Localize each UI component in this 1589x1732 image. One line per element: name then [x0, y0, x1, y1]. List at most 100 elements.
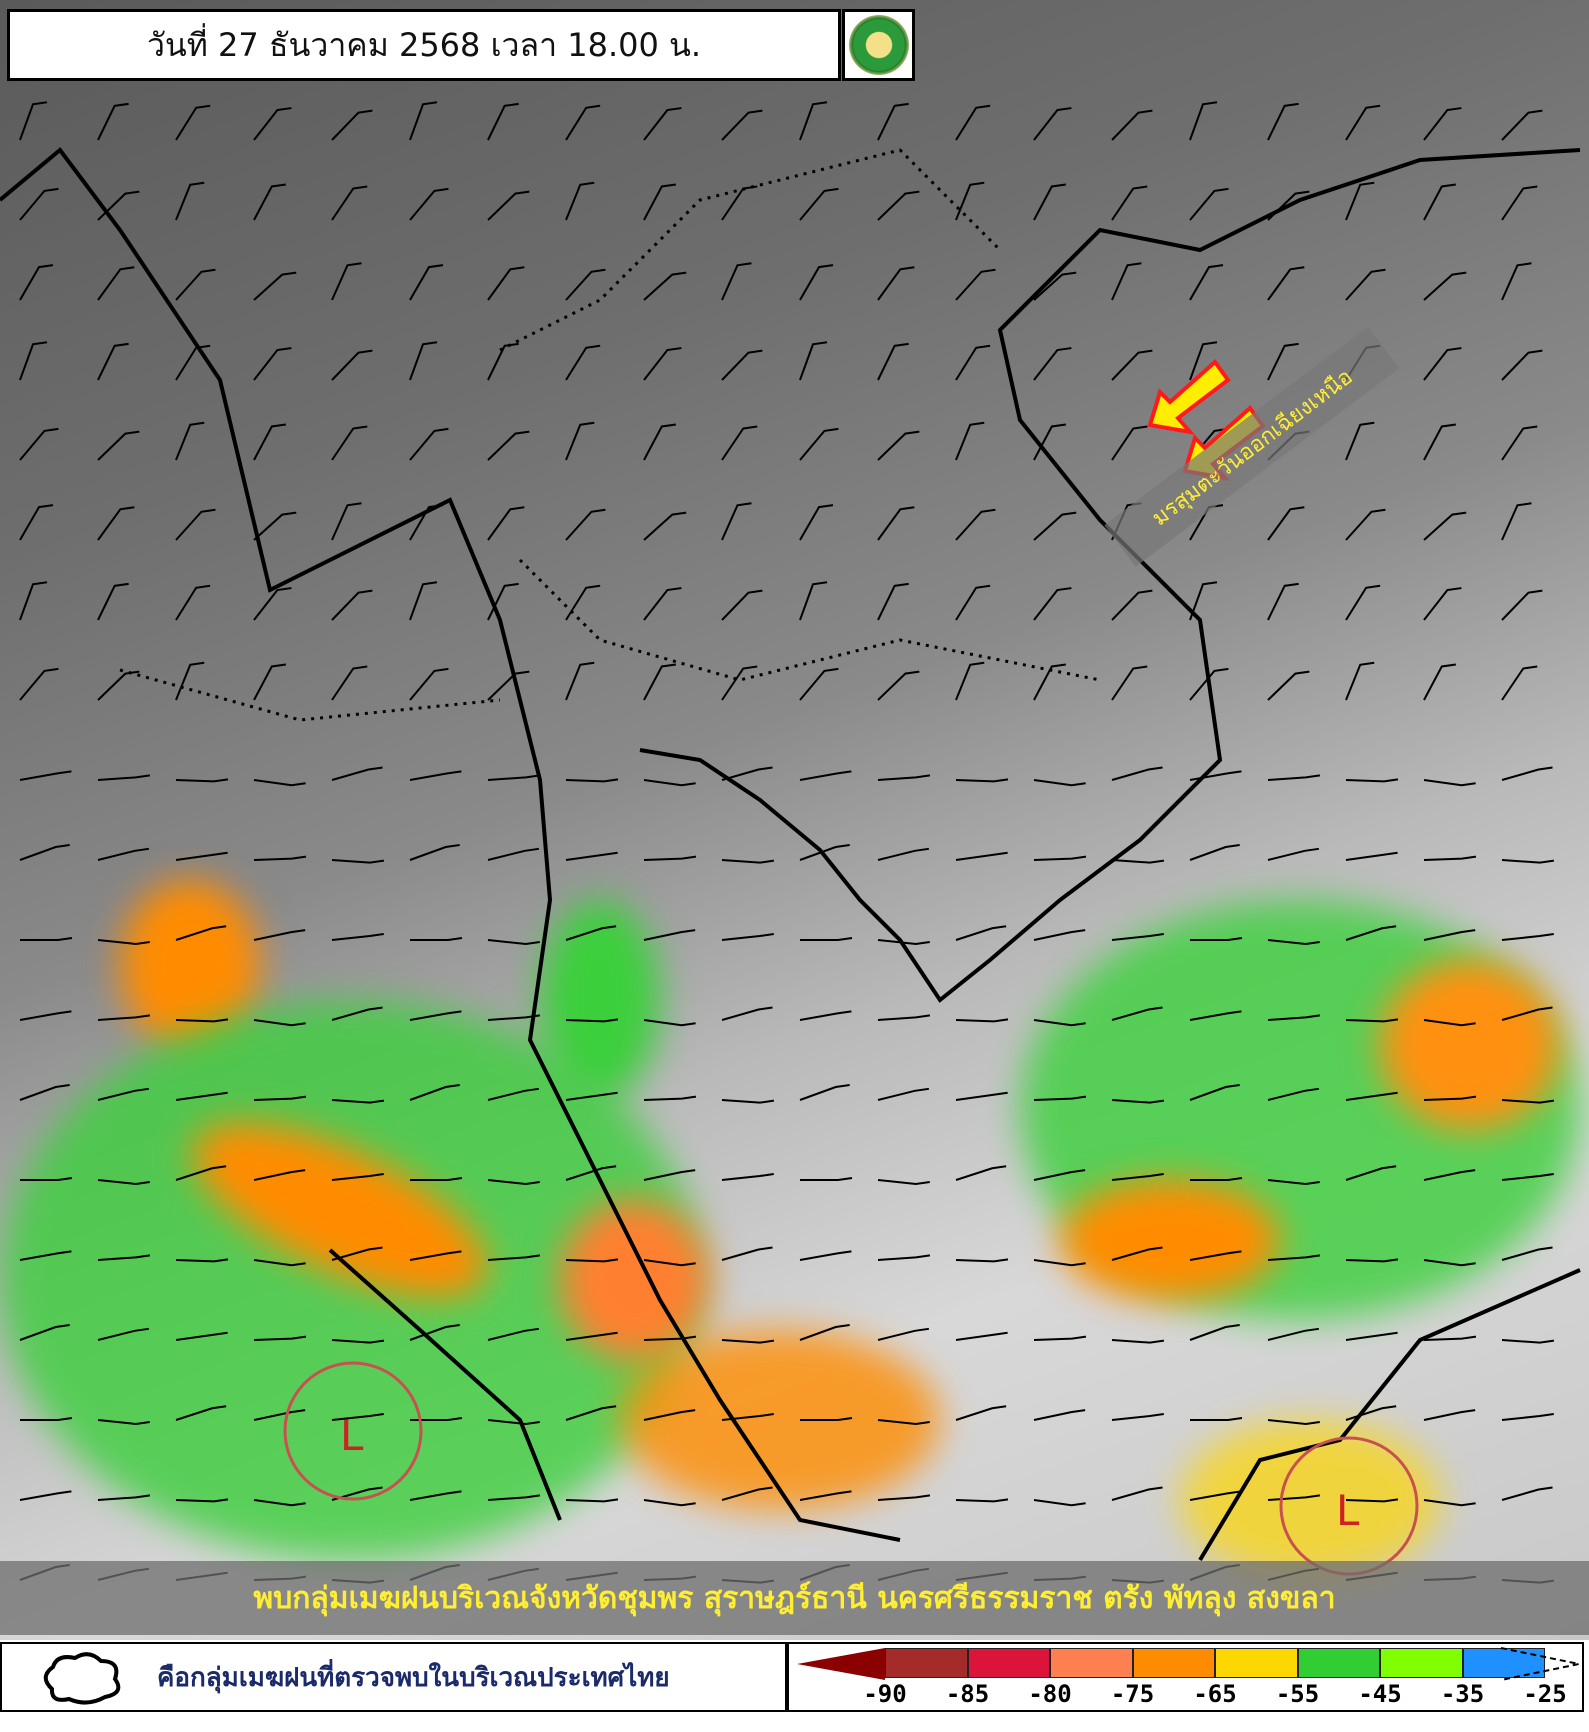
wind-barb [1423, 1095, 1477, 1101]
wind-barb [1189, 1250, 1242, 1261]
wind-barb [331, 589, 373, 621]
scale-tick-label: -75 [1110, 1680, 1155, 1708]
wind-barb [955, 421, 985, 461]
wind-barb [1267, 1254, 1321, 1261]
wind-barb [487, 670, 530, 701]
wind-barb [20, 937, 73, 941]
wind-barb [1033, 1169, 1086, 1181]
wind-barb [1111, 933, 1164, 941]
wind-barb [1033, 587, 1072, 621]
wind-barb [487, 1179, 540, 1185]
wind-barb [175, 1091, 228, 1101]
wind-barb [1111, 349, 1153, 381]
wind-barb [1033, 347, 1072, 381]
wind-barb [175, 421, 205, 461]
scale-tick-label: -90 [863, 1680, 907, 1708]
wind-barb [799, 1490, 852, 1501]
wind-barb [1423, 1409, 1476, 1421]
wind-barb [1189, 187, 1229, 221]
wind-barb [1423, 1499, 1476, 1507]
wind-barb [1501, 502, 1532, 541]
wind-barb [331, 933, 384, 941]
scale-left-arrow [797, 1648, 885, 1680]
wind-barb [877, 774, 931, 781]
wind-barb [331, 109, 373, 141]
wind-barb [97, 1419, 150, 1425]
wind-barb [955, 1091, 1008, 1101]
wind-barb [565, 851, 618, 861]
wind-barb [643, 1499, 696, 1507]
svg-text:L: L [340, 1411, 364, 1460]
scale-swatch [967, 1648, 1050, 1678]
wind-barb [19, 504, 54, 541]
wind-barb [409, 667, 449, 701]
wind-barb [331, 349, 373, 381]
wind-barb [1190, 1417, 1243, 1421]
wind-barb [721, 185, 758, 221]
wind-barb [1033, 929, 1086, 941]
wind-barb [331, 665, 368, 701]
wind-barb [721, 1246, 773, 1261]
wind-barb [721, 1339, 775, 1344]
wind-barb [955, 104, 991, 141]
wind-barb [877, 1494, 931, 1501]
wind-barb [565, 1405, 617, 1421]
cloud-cluster [560, 1200, 710, 1360]
wind-barb [409, 341, 438, 381]
wind-barb [175, 268, 216, 301]
wind-barb [1267, 1327, 1320, 1341]
border [119, 148, 1101, 722]
wind-barb [1267, 1179, 1320, 1185]
scale-tick-label: -55 [1275, 1680, 1320, 1708]
wind-barb [97, 670, 140, 701]
wind-barb [1345, 1331, 1398, 1341]
wind-barb [331, 859, 385, 864]
wind-barb [721, 502, 752, 541]
wind-barb [1345, 1165, 1397, 1181]
wind-barb [1345, 268, 1386, 301]
rain-area-banner: พบกลุ่มเมฆฝนบริเวณจังหวัดชุมพร สุราษฎร์ธ… [0, 1561, 1589, 1635]
wind-barb [799, 667, 839, 701]
wind-barb [721, 1486, 773, 1501]
wind-barb [1267, 102, 1299, 141]
wind-barb [331, 502, 362, 541]
wind-barb [721, 109, 763, 141]
wind-barb [97, 847, 150, 861]
wind-barb [487, 190, 530, 221]
wind-barb [643, 1169, 696, 1181]
wind-barb [721, 349, 763, 381]
cloud-outline-icon [43, 1652, 121, 1705]
wind-barb [565, 1331, 618, 1341]
wind-barb [1033, 511, 1077, 541]
wind-barb [1033, 423, 1066, 461]
wind-barb [331, 766, 383, 781]
coastline [0, 147, 1581, 1562]
wind-barb [1345, 661, 1375, 701]
wind-barb [97, 1179, 150, 1185]
wind-barb [1111, 425, 1148, 461]
wind-barb [253, 1169, 306, 1181]
wind-barb [19, 581, 48, 621]
wind-barb [1033, 1095, 1087, 1101]
wind-barb [565, 1165, 617, 1181]
wind-barb [721, 766, 773, 781]
wind-barb [175, 1165, 227, 1181]
wind-barb [331, 1099, 385, 1104]
wind-barb [1189, 264, 1224, 301]
wind-barb [1345, 181, 1375, 221]
wind-barb [253, 663, 286, 701]
wind-barb [955, 1165, 1007, 1181]
wind-barb [1501, 766, 1553, 781]
wind-barb [253, 511, 297, 541]
wind-barb [19, 1084, 70, 1101]
wind-barb [409, 844, 460, 861]
wind-barb [877, 342, 909, 381]
wind-barb [955, 1018, 1009, 1023]
wind-barb [955, 1258, 1009, 1263]
wind-barb [1423, 1169, 1476, 1181]
wind-barb [721, 1173, 774, 1181]
wind-barb [1267, 670, 1310, 701]
wind-barb [97, 582, 129, 621]
wind-barb [643, 347, 682, 381]
wind-barb [643, 1095, 697, 1101]
